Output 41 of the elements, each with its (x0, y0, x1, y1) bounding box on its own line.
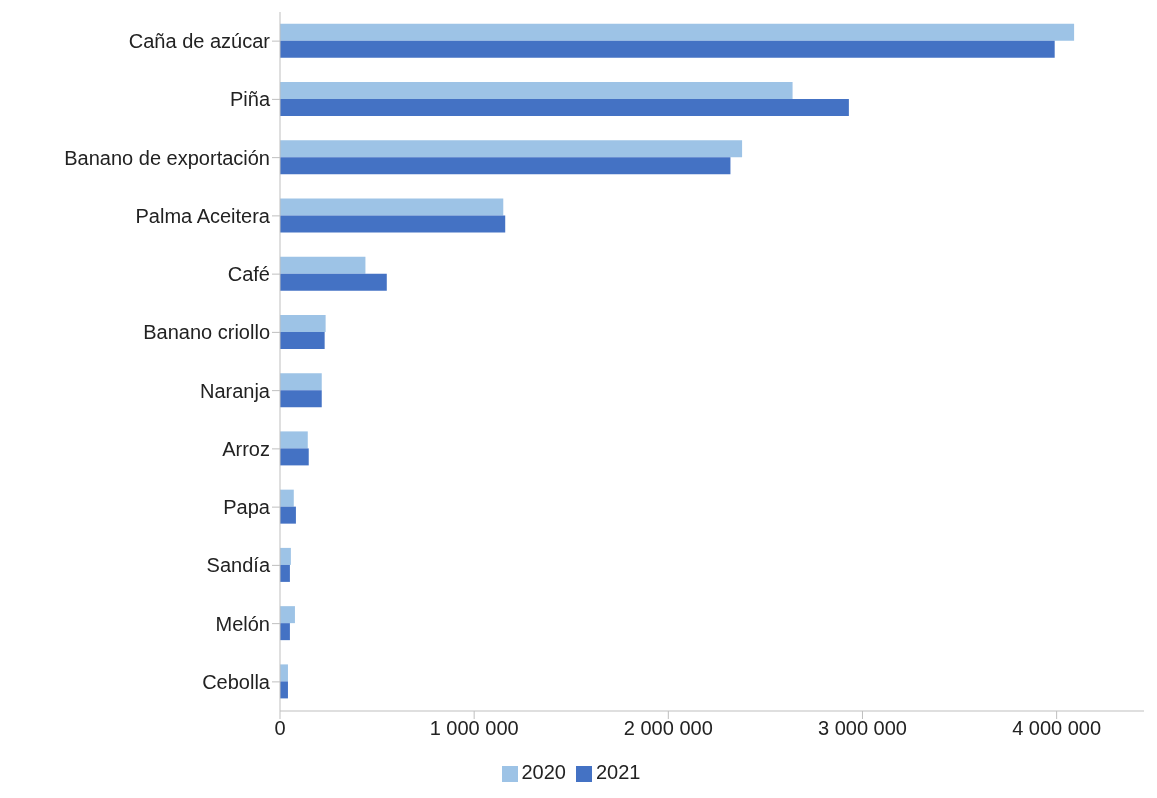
x-tick-label: 4 000 000 (1012, 717, 1102, 740)
y-tick-label: Banano criollo (143, 321, 270, 344)
y-tick-label: Banano de exportación (64, 146, 270, 169)
x-tick-label: 3 000 000 (817, 717, 907, 740)
y-tick-label: Melón (215, 612, 270, 635)
bar (280, 140, 743, 158)
y-tick-label: Cebolla (202, 670, 271, 693)
y-tick-label: Palma Aceitera (135, 204, 271, 227)
bar (280, 373, 322, 391)
bar (280, 23, 1075, 41)
x-tick-label: 1 000 000 (429, 717, 519, 740)
legend-label: 2020 (521, 761, 566, 783)
bar (280, 81, 793, 99)
y-tick-label: Caña de azúcar (128, 30, 271, 53)
bar (280, 489, 294, 507)
bar (280, 606, 295, 624)
bar (280, 98, 849, 116)
bar (280, 215, 506, 233)
bar (280, 448, 309, 466)
bar (280, 390, 322, 408)
bar (280, 256, 366, 274)
y-tick-label: Papa (223, 496, 271, 519)
bar (280, 564, 290, 582)
bar (280, 40, 1055, 58)
y-tick-label: Sandía (206, 554, 271, 577)
bar (280, 331, 325, 349)
bar (280, 431, 308, 449)
bar (280, 198, 504, 216)
y-tick-label: Arroz (222, 437, 270, 460)
y-tick-label: Café (227, 263, 270, 286)
legend-label: 2021 (596, 761, 641, 783)
bar (280, 506, 296, 524)
bar (280, 623, 290, 641)
y-tick-label: Naranja (199, 379, 271, 402)
x-tick-label: 2 000 000 (623, 717, 713, 740)
bar (280, 273, 387, 291)
bar (280, 547, 291, 565)
x-tick-label: 0 (274, 717, 286, 740)
bar (280, 157, 731, 175)
bar (280, 314, 326, 332)
y-tick-label: Piña (229, 88, 271, 111)
